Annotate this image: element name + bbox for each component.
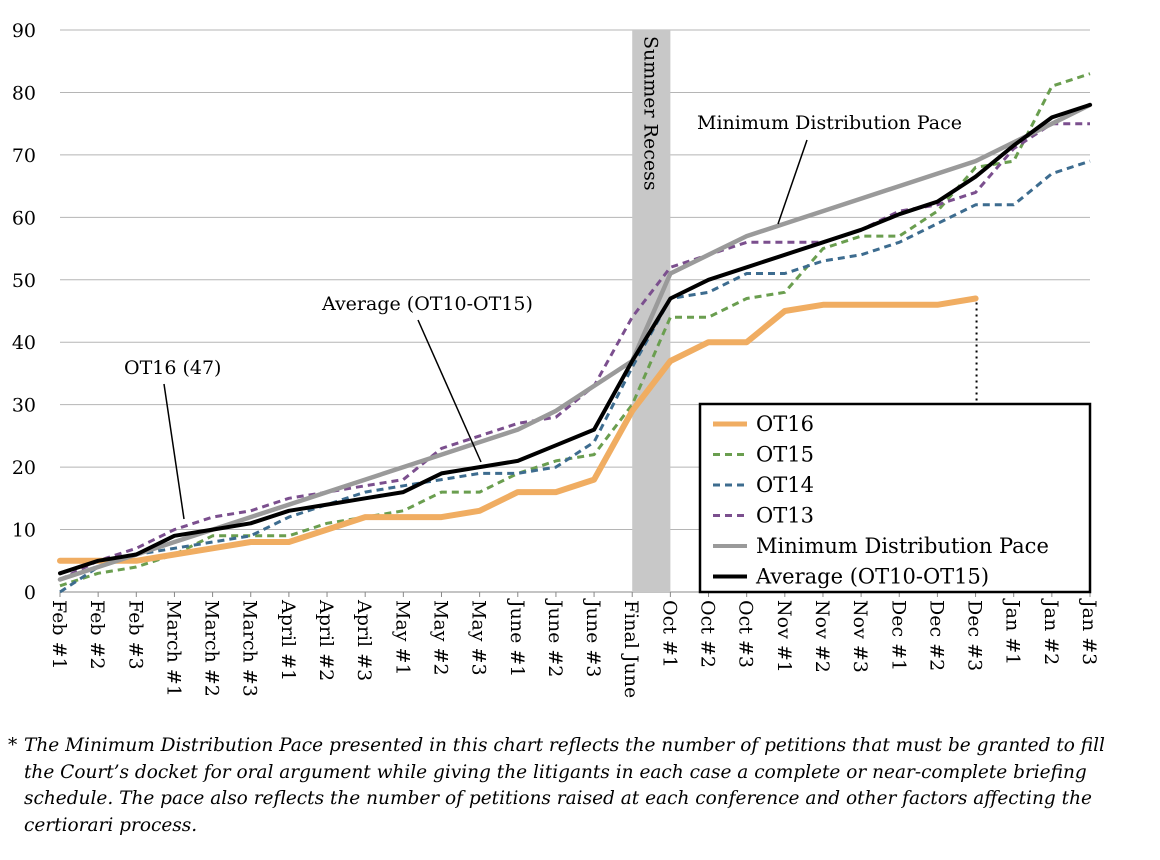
x-tick-label: Oct #3	[735, 600, 757, 668]
legend-label: OT14	[756, 473, 814, 497]
x-tick-label: May #1	[391, 600, 413, 676]
x-tick-label: Feb #2	[86, 600, 108, 670]
y-tick-label: 90	[12, 20, 36, 42]
x-tick-label: Oct #2	[697, 600, 719, 668]
x-tick-label: Dec #1	[887, 600, 909, 671]
annotation-pointer	[417, 319, 482, 463]
series-line-ot16	[57, 295, 979, 564]
x-tick-label: May #3	[468, 600, 490, 676]
x-tick-label: March #2	[201, 600, 223, 697]
x-tick-label: Nov #3	[849, 600, 871, 673]
legend-label: Average (OT10-OT15)	[755, 565, 989, 589]
x-tick-label: Nov #2	[811, 600, 833, 673]
x-tick-label: April #1	[277, 599, 299, 681]
y-tick-label: 50	[12, 270, 36, 292]
y-tick-label: 80	[12, 82, 36, 104]
y-tick-label: 70	[12, 145, 36, 167]
annotation-ot16: OT16 (47)	[124, 357, 221, 379]
y-tick-label: 10	[12, 520, 36, 542]
x-tick-label: Feb #3	[124, 600, 146, 670]
x-tick-label: Jan #2	[1040, 598, 1062, 665]
y-axis-ticks: 0 10 20 30 40 50 60 70 80 90	[12, 20, 36, 604]
grid-lines	[60, 29, 1090, 593]
annotation-pointer	[163, 383, 185, 520]
y-tick-label: 30	[12, 395, 36, 417]
x-tick-label: Jan #3	[1078, 598, 1100, 665]
y-tick-label: 40	[12, 332, 36, 354]
series-line-minimum-distribution-pace	[57, 102, 1093, 582]
x-tick-label: Feb #1	[48, 600, 70, 670]
x-axis-ticks: Feb #1 Feb #2 Feb #3 March #1 March #2 March …	[48, 592, 1100, 698]
series-line-ot14	[59, 159, 1091, 594]
footnote-text: The Minimum Distribution Pace presented …	[24, 735, 1105, 836]
chart: Summer Recess 0 10 20 30 40 50 60 70 80 90 Feb #1…	[12, 20, 1100, 698]
series-lines	[57, 72, 1093, 594]
x-tick-label: Dec #2	[925, 600, 947, 671]
footnote: * The Minimum Distribution Pace presente…	[8, 733, 1138, 839]
x-tick-label: April #3	[353, 599, 375, 681]
x-tick-label: April #2	[315, 599, 337, 681]
series-line-ot15	[59, 72, 1091, 588]
legend-label: OT15	[756, 443, 814, 467]
legend-label: OT16	[756, 412, 814, 436]
x-tick-label: May #2	[429, 600, 451, 676]
legend: OT16 OT15 OT14 OT13 Minimum Distribution Pac…	[698, 402, 1092, 594]
annotation-pointer	[777, 139, 808, 225]
x-tick-label: March #1	[162, 600, 184, 697]
x-tick-label: Final June	[620, 600, 642, 698]
y-tick-label: 60	[12, 207, 36, 229]
x-tick-label: June #3	[582, 598, 604, 677]
annotations: Minimum Distribution Pace Average (OT10-…	[124, 112, 978, 520]
series-line-average-ot10-ot15	[58, 102, 1092, 576]
x-tick-label: June #1	[506, 598, 528, 677]
legend-box	[698, 402, 1092, 594]
legend-label: Minimum Distribution Pace	[756, 534, 1049, 558]
x-tick-label: March #3	[239, 600, 261, 697]
legend-label: OT13	[756, 504, 814, 528]
x-tick-label: Oct #1	[658, 600, 680, 668]
annotation-minimum-pace: Minimum Distribution Pace	[697, 112, 962, 134]
x-tick-label: Dec #3	[964, 600, 986, 671]
annotation-average: Average (OT10-OT15)	[321, 293, 533, 315]
x-tick-label: Nov #1	[773, 600, 795, 673]
x-tick-label: Jan #1	[1002, 598, 1024, 665]
y-tick-label: 0	[24, 582, 36, 604]
footnote-marker: *	[8, 735, 18, 756]
y-tick-label: 20	[12, 457, 36, 479]
x-tick-label: June #2	[544, 598, 566, 677]
summer-recess-label: Summer Recess	[639, 36, 661, 191]
